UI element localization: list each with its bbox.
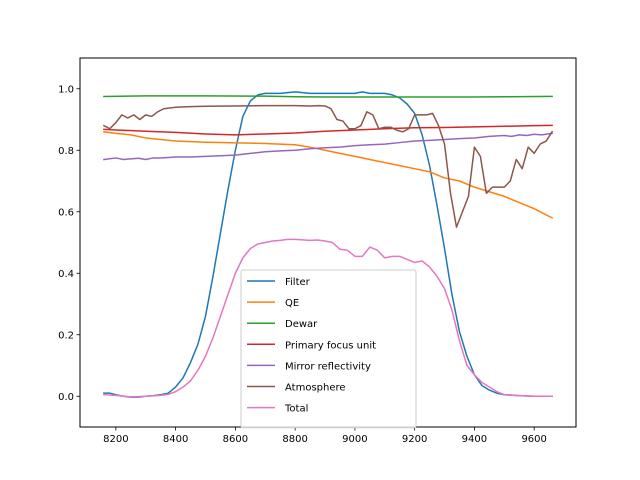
x-tick-label-5: 9200	[402, 434, 427, 445]
x-axis: 8200 8400 8600 8800 9000 9200 9400 9600	[103, 427, 547, 445]
legend: Filter QE Dewar Primary focus unit Mirror re…	[240, 269, 417, 429]
plot-lines	[102, 91, 554, 398]
legend-label-6: Total	[284, 404, 308, 415]
series-line-0	[103, 91, 553, 398]
y-tick-label-1: 0.2	[58, 330, 74, 341]
x-tick-label-6: 9400	[462, 434, 487, 445]
x-tick-label-4: 9000	[342, 434, 367, 445]
legend-label-1: QE	[285, 298, 299, 309]
x-tick-label-2: 8600	[223, 434, 248, 445]
y-tick-label-2: 0.4	[58, 269, 74, 280]
y-tick-label-4: 0.8	[58, 146, 74, 157]
series-line-2	[103, 95, 553, 98]
legend-label-3: Primary focus unit	[285, 340, 376, 351]
series-line-5	[102, 104, 554, 228]
x-tick-label-3: 8800	[282, 434, 307, 445]
x-tick-label-7: 9600	[521, 434, 546, 445]
y-tick-label-3: 0.6	[58, 207, 74, 218]
x-tick-label-0: 8200	[103, 434, 128, 445]
legend-label-2: Dewar	[285, 319, 318, 330]
y-tick-label-5: 1.0	[58, 84, 74, 95]
y-axis: 0.0 0.2 0.4 0.6 0.8 1.0	[58, 84, 80, 403]
y-tick-label-0: 0.0	[58, 392, 74, 403]
legend-frame	[240, 269, 417, 429]
series-line-1	[103, 130, 554, 219]
legend-label-5: Atmosphere	[285, 383, 346, 394]
legend-label-0: Filter	[285, 277, 311, 288]
series-line-4	[103, 132, 553, 161]
series-line-3	[103, 124, 553, 136]
series-line-6	[103, 238, 553, 398]
legend-label-4: Mirror reflectivity	[285, 361, 371, 372]
x-tick-label-1: 8400	[163, 434, 188, 445]
